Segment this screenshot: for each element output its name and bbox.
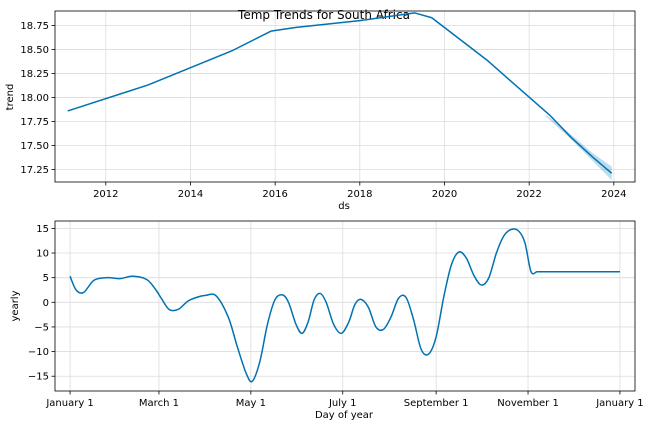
trend-x-axis-label: ds [338, 201, 350, 212]
yearly-x-tick-label: January 1 [595, 398, 643, 409]
yearly-y-axis-label: yearly [10, 290, 21, 321]
trend-y-tick-label: 17.25 [20, 165, 49, 176]
yearly-y-tick-label: 0 [43, 298, 49, 309]
trend-x-tick-label: 2024 [601, 189, 626, 200]
yearly-plot: January 1 March 1 May 1 July 1 September 1 No… [28, 220, 644, 409]
trend-plot: 2012 2014 2016 2018 2020 2022 2024 17.25 17.50 17… [20, 10, 636, 200]
trend-series-line [67, 12, 613, 174]
trend-y-tick-label: 18.75 [20, 21, 49, 32]
yearly-x-axis-label: Day of year [315, 410, 374, 421]
trend-y-axis-label: trend [5, 84, 16, 111]
yearly-y-tick-label: 15 [36, 224, 49, 235]
yearly-y-tick-label: −15 [28, 372, 49, 383]
yearly-x-tick-label: July 1 [328, 398, 357, 409]
yearly-x-tick-label: September 1 [404, 398, 469, 409]
yearly-x-tick-label: January 1 [45, 398, 93, 409]
trend-axes-frame [54, 10, 636, 183]
yearly-x-tick-label: May 1 [236, 398, 266, 409]
yearly-y-tick-label: 10 [36, 249, 49, 260]
chart-title: Temp Trends for South Africa [237, 8, 410, 22]
trend-y-tick-label: 17.75 [20, 117, 49, 128]
yearly-y-tick-label: −5 [34, 322, 49, 333]
yearly-x-tick-label: November 1 [497, 398, 559, 409]
trend-y-tick-label: 18.25 [20, 69, 49, 80]
trend-uncertainty-band [546, 114, 612, 181]
trend-y-tick-label: 18.50 [20, 45, 49, 56]
yearly-x-tick-label: March 1 [139, 398, 179, 409]
trend-x-tick-label: 2014 [178, 189, 203, 200]
trend-x-tick-label: 2012 [93, 189, 118, 200]
yearly-series-line [69, 228, 620, 383]
trend-x-tick-label: 2022 [516, 189, 541, 200]
trend-x-tick-label: 2020 [432, 189, 457, 200]
trend-x-tick-label: 2018 [347, 189, 372, 200]
trend-y-tick-label: 17.50 [20, 141, 49, 152]
yearly-y-tick-label: 5 [43, 273, 49, 284]
trend-x-tick-label: 2016 [262, 189, 287, 200]
trend-y-tick-label: 18.00 [20, 93, 49, 104]
yearly-axes-frame [54, 220, 636, 392]
yearly-y-tick-label: −10 [28, 347, 49, 358]
